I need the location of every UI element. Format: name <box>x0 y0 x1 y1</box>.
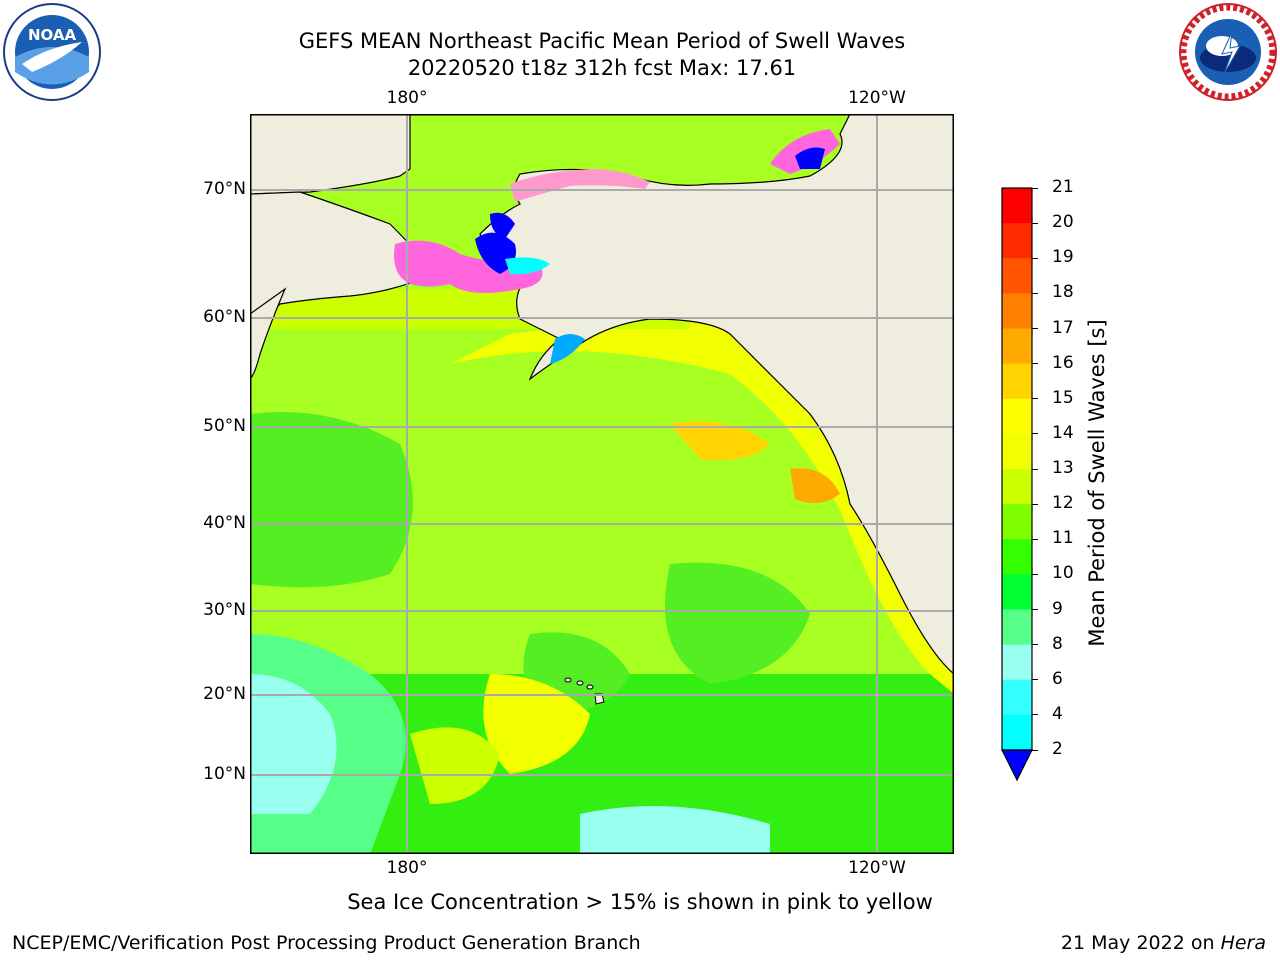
lon-label-top-120w: 120°W <box>848 88 906 108</box>
colorbar-tick-label: 15 <box>1052 387 1074 408</box>
colorbar-segment <box>1002 469 1032 505</box>
green-patch-west <box>250 412 413 588</box>
orange-patch-1 <box>670 421 770 460</box>
colorbar-tick-mark <box>1032 573 1038 575</box>
colorbar-tick-mark <box>1032 609 1038 610</box>
colorbar-tick-mark <box>1032 433 1038 435</box>
colorbar-tick-label: 14 <box>1052 422 1074 443</box>
footer-machine: Hera <box>1220 932 1266 954</box>
nws-logo <box>1178 2 1278 102</box>
colorbar-tick-label: 10 <box>1052 563 1074 584</box>
colorbar-tick-label: 6 <box>1052 668 1063 689</box>
lat-label-60n: 60°N <box>203 307 246 327</box>
lat-label-70n: 70°N <box>203 179 246 199</box>
colorbar-tick-label: 8 <box>1052 633 1063 654</box>
colorbar-tick-label: 4 <box>1052 703 1063 724</box>
graticule <box>250 114 954 854</box>
colorbar-svg <box>1001 187 1033 782</box>
colorbar-segment <box>1002 363 1032 400</box>
colorbar-tick-mark <box>1032 503 1038 505</box>
lat-label-20n: 20°N <box>203 684 246 704</box>
ice-low-period-1 <box>475 232 516 274</box>
colorbar-segment <box>1002 644 1032 681</box>
colorbar-tick-mark <box>1032 328 1038 329</box>
colorbar-segment <box>1002 258 1032 294</box>
map-svg <box>250 114 954 854</box>
sea-ice-note: Sea Ice Concentration > 15% is shown in … <box>0 890 1280 914</box>
sea-ice-chukchi <box>510 169 650 202</box>
colorbar <box>1000 186 1036 786</box>
map-panel <box>250 114 954 854</box>
lat-label-10n: 10°N <box>203 764 246 784</box>
map-frame <box>250 114 954 854</box>
colorbar-tick-label: 19 <box>1052 247 1074 268</box>
colorbar-tick-mark <box>1032 187 1038 189</box>
noaa-logo-text: NOAA <box>28 26 77 44</box>
lat-label-40n: 40°N <box>203 513 246 533</box>
colorbar-tick-mark <box>1032 363 1038 365</box>
colorbar-segment <box>1002 293 1032 329</box>
chart-subtitle: 20220520 t18z 312h fcst Max: 17.61 <box>407 56 797 80</box>
colorbar-tick-mark <box>1032 749 1038 751</box>
colorbar-tick-label: 13 <box>1052 458 1074 478</box>
colorbar-tick-mark <box>1032 538 1038 540</box>
cook-inlet-patch <box>550 334 585 364</box>
footer-date: 21 May 2022 on Hera <box>1061 932 1266 954</box>
colorbar-segment <box>1002 539 1032 575</box>
colorbar-tick-label: 9 <box>1052 598 1063 619</box>
sea-ice-bering <box>394 240 543 293</box>
colorbar-segment <box>1002 714 1032 751</box>
colorbar-tick-label: 21 <box>1052 177 1074 197</box>
colorbar-tick-mark <box>1032 468 1038 470</box>
colorbar-tick-mark <box>1032 292 1038 294</box>
colorbar-under-triangle <box>1001 749 1033 782</box>
sea-ice-note-text: Sea Ice Concentration > 15% is shown in … <box>347 890 933 914</box>
footer-date-text: 21 May 2022 on <box>1060 932 1221 954</box>
colorbar-segment <box>1002 328 1032 365</box>
colorbar-segment <box>1002 504 1032 540</box>
colorbar-axis-label: Mean Period of Swell Waves [s] <box>1085 319 1109 647</box>
footer-credit: NCEP/EMC/Verification Post Processing Pr… <box>12 932 641 954</box>
lon-label-bottom-180: 180° <box>386 858 428 878</box>
colorbar-segment <box>1002 679 1032 716</box>
colorbar-tick-mark <box>1032 398 1038 400</box>
colorbar-tick-mark <box>1032 222 1038 224</box>
colorbar-tick-label: 12 <box>1052 493 1074 514</box>
colorbar-segment <box>1002 398 1032 435</box>
orange-patch-2 <box>790 468 840 503</box>
colorbar-tick-label: 16 <box>1052 352 1074 373</box>
land-kamchatka <box>250 287 287 380</box>
ice-low-period-2 <box>795 147 825 169</box>
colorbar-tick-label: 11 <box>1052 528 1074 549</box>
colorbar-tick-label: 17 <box>1052 317 1074 338</box>
colorbar-tick-label: 20 <box>1052 212 1074 233</box>
cyan-patch-south <box>580 806 770 854</box>
cyan-patch-west <box>250 674 337 814</box>
colorbar-tick-mark <box>1032 714 1038 716</box>
colorbar-segment <box>1002 574 1032 610</box>
green-patch-central <box>665 562 810 684</box>
colorbar-segment <box>1002 609 1032 646</box>
lon-label-bottom-120w: 120°W <box>848 858 906 878</box>
colorbar-tick-mark <box>1032 679 1038 681</box>
colorbar-tick-mark <box>1032 257 1038 259</box>
lon-label-top-180: 180° <box>386 88 428 108</box>
colorbar-tick-label: 2 <box>1052 739 1063 759</box>
chart-title: GEFS MEAN Northeast Pacific Mean Period … <box>298 29 906 53</box>
lat-label-50n: 50°N <box>203 416 246 436</box>
colorbar-segment <box>1002 188 1032 224</box>
colorbar-tick-mark <box>1032 644 1038 646</box>
lat-label-30n: 30°N <box>203 600 246 620</box>
colorbar-segment <box>1002 223 1032 259</box>
colorbar-segment <box>1002 433 1032 470</box>
noaa-logo: NOAA <box>2 2 102 102</box>
colorbar-tick-label: 18 <box>1052 282 1074 303</box>
